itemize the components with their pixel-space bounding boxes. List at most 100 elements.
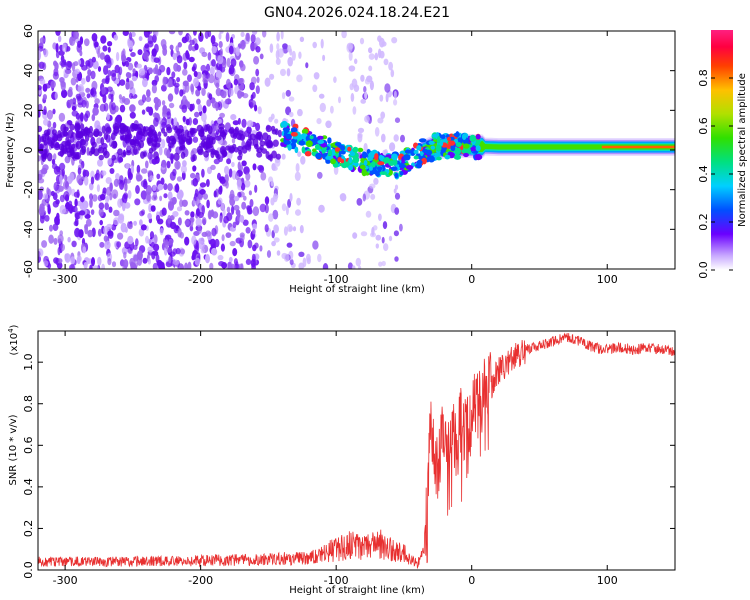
spectrogram-cell (354, 58, 358, 65)
x-tick-label: -300 (53, 273, 78, 286)
spectrogram-cell (57, 238, 62, 245)
spectrogram-cell (38, 190, 43, 200)
spectrogram-cell (455, 131, 460, 138)
spectrogram-cell (60, 54, 65, 63)
snr-y-axis-label: SNR (10 * v/v) (8, 414, 19, 485)
spectrogram-cell (215, 135, 222, 141)
spectrogram-cell (200, 64, 207, 72)
spectrogram-cell (269, 43, 274, 53)
spectrogram-cell (136, 63, 142, 69)
spectrogram-cell (209, 262, 214, 269)
spectrogram-cell (157, 131, 162, 138)
spectrogram-cell (315, 143, 320, 150)
spectrogram-cell (169, 44, 174, 50)
spectrogram-cell (379, 171, 387, 176)
spectrogram-cell (367, 156, 374, 162)
spectrogram-cell (224, 165, 230, 175)
spectrogram-cell (248, 190, 252, 196)
spectrogram-cell (125, 178, 131, 184)
spectrogram-cell (418, 138, 427, 143)
spectrogram-cell (52, 192, 58, 201)
spectrogram-cell (428, 140, 435, 145)
spectrogram-cell (299, 36, 305, 42)
spectrogram-cell (69, 36, 76, 46)
spectrogram-cell (102, 147, 108, 156)
spectrogram-cell (221, 234, 225, 242)
spectrogram-cell (190, 84, 195, 95)
spectrogram-cell (237, 161, 241, 171)
spectrogram-cell (211, 46, 217, 54)
spectrogram-cell (363, 160, 368, 166)
spectrogram-cell (55, 43, 59, 53)
spectrogram-cell (155, 214, 161, 222)
spectrogram-cell (232, 248, 238, 257)
x-tick-label: 100 (597, 273, 618, 286)
spectrogram-cell (171, 118, 175, 126)
spectrogram-cell (38, 173, 42, 181)
spectrogram-cell (189, 39, 195, 45)
spectrogram-cell (63, 180, 69, 190)
spectrogram-cell (276, 43, 280, 51)
spectrogram-cell (260, 172, 267, 181)
spectrogram-cell (163, 131, 168, 137)
spectrogram-cell (422, 148, 429, 153)
spectrogram-cell (38, 85, 42, 91)
spectrogram-cell (333, 76, 337, 83)
spectrogram-cell (353, 84, 360, 92)
spectrogram-cell (375, 243, 379, 249)
spectrogram-cell (198, 237, 205, 244)
spectrogram-cell (119, 128, 125, 134)
spectrogram-cell (351, 265, 356, 269)
spectrogram-cell (217, 197, 223, 205)
spectrogram-cell (215, 87, 222, 97)
spectrogram-cell (133, 146, 138, 156)
spectrogram-cell (85, 75, 91, 83)
spectrogram-cell (455, 142, 462, 148)
spectrogram-cell (195, 197, 201, 207)
spectrogram-cell (134, 198, 141, 206)
spectrogram-cell (41, 167, 48, 175)
spectrogram-cell (190, 172, 196, 179)
spectrogram-cell (104, 202, 109, 211)
spectrogram-cell (312, 41, 318, 49)
spectrogram-cell (219, 112, 226, 118)
spectrogram-cell (181, 104, 188, 114)
spectrogram-cell (383, 58, 389, 66)
spectrogram-cell (219, 178, 226, 184)
spectrogram-cell (77, 59, 82, 65)
spectrogram-cell (413, 155, 419, 160)
spectrogram-x-ticks: -300 -200 -100 0 100 (53, 31, 618, 286)
x-tick-label: -100 (324, 574, 349, 587)
spectrogram-cell (280, 120, 288, 128)
spectrogram-cell (210, 148, 216, 155)
spectrogram-cell (48, 234, 54, 244)
spectrogram-cell (242, 219, 249, 226)
spectrogram-cell (239, 215, 245, 223)
spectrogram-cell (154, 142, 161, 148)
spectrogram-cell (316, 118, 322, 125)
spectrogram-cell (202, 73, 206, 81)
spectrogram-cell (229, 64, 235, 75)
spectrogram-cell (179, 190, 184, 198)
spectrogram-cell (46, 187, 50, 196)
spectrogram-cell (147, 246, 154, 253)
spectrogram-cell (375, 234, 382, 241)
spectrogram-cell (41, 153, 47, 162)
spectrogram-cell (228, 85, 232, 96)
spectrogram-cell (233, 258, 238, 266)
spectrogram-cell (74, 227, 81, 238)
spectrogram-cell (104, 54, 111, 63)
spectrogram-cell (381, 41, 387, 47)
spectrogram-cell (217, 254, 224, 261)
spectrogram-ridge-band (601, 145, 675, 149)
spectrogram-cell (137, 49, 143, 56)
spectrogram-cell (245, 258, 252, 265)
spectrogram-cell (81, 64, 88, 71)
spectrogram-cell (53, 257, 59, 264)
spectrogram-cell (142, 257, 148, 264)
spectrogram-cell (377, 35, 382, 42)
spectrogram-cell (147, 238, 153, 245)
spectrogram-cell (41, 240, 48, 248)
spectrogram-cell (248, 132, 252, 141)
